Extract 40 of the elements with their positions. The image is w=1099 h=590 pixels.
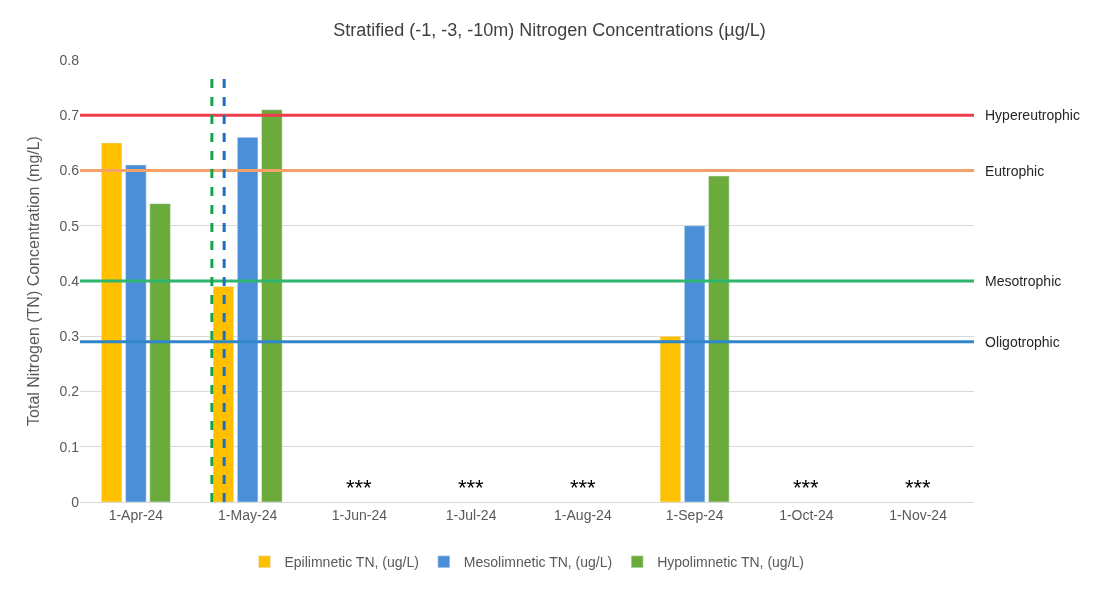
y-tick-label: 0.7	[59, 107, 80, 124]
legend-label: Hypolimnetic TN, (ug/L)	[657, 554, 804, 571]
y-tick-label: 0.2	[59, 383, 80, 400]
y-tick-label: 0.6	[59, 162, 80, 179]
annotation: ***	[346, 475, 373, 500]
y-tick-label: 0.8	[59, 51, 80, 68]
y-tick-label: 0.1	[59, 438, 80, 455]
x-tick-label: 1-Jun-24	[331, 506, 388, 523]
ref-line-label: Oligotrophic	[985, 334, 1060, 350]
bar	[212, 286, 234, 502]
bar	[101, 142, 123, 502]
x-tick-label: 1-Aug-24	[554, 506, 612, 523]
bar	[125, 164, 147, 502]
ref-line-label: Mesotrophic	[985, 273, 1062, 289]
y-tick-label: 0.5	[59, 217, 80, 234]
bar	[237, 137, 259, 502]
y-axis-title: Total Nitrogen (TN) Concentration (mg/L)	[25, 136, 43, 426]
legend-label: Epilimnetic TN, (ug/L)	[284, 554, 419, 571]
y-tick-label: 0	[71, 493, 80, 510]
x-tick-label: 1-Apr-24	[108, 506, 164, 523]
bar	[659, 336, 681, 502]
bar	[708, 175, 730, 502]
annotation: ***	[570, 475, 597, 500]
legend-label: Mesolimnetic TN, (ug/L)	[463, 554, 613, 571]
annotation: ***	[458, 475, 485, 500]
y-tick-label: 0.3	[59, 328, 80, 345]
chart-title: Stratified (-1, -3, -10m) Nitrogen Concentrations (µg/L)	[333, 20, 766, 41]
bar	[684, 225, 706, 502]
ref-line-label: Hypereutrophic	[985, 107, 1080, 123]
x-tick-label: 1-Nov-24	[889, 506, 948, 523]
ref-line-label: Eutrophic	[985, 163, 1045, 179]
annotation: ***	[793, 475, 820, 500]
x-tick-label: 1-Sep-24	[665, 506, 724, 523]
y-tick-label: 0.4	[59, 272, 80, 289]
x-tick-label: 1-May-24	[218, 506, 278, 523]
x-tick-label: 1-Jul-24	[445, 506, 497, 523]
x-tick-label: 1-Oct-24	[779, 506, 834, 523]
bar	[149, 203, 171, 502]
bar	[261, 109, 283, 502]
annotation: ***	[905, 475, 932, 500]
